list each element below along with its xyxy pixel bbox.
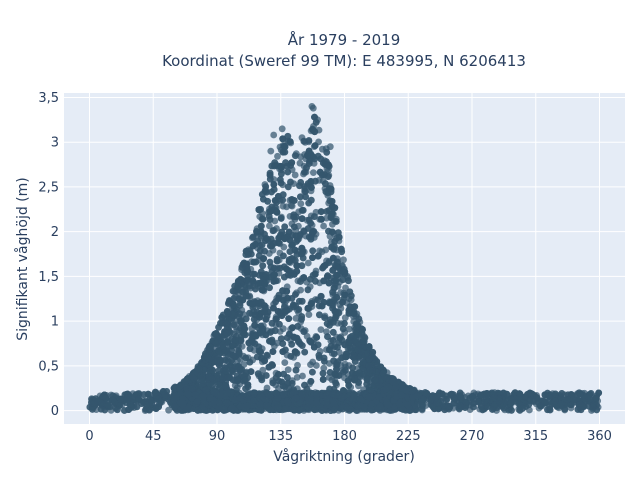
data-point	[310, 169, 317, 177]
data-point	[340, 256, 347, 264]
data-point	[292, 150, 300, 158]
data-point	[345, 277, 352, 285]
data-point	[345, 325, 353, 333]
data-point	[293, 374, 301, 381]
data-point	[165, 406, 173, 414]
data-point	[291, 171, 299, 179]
data-point	[294, 323, 301, 330]
data-points	[86, 103, 603, 414]
data-point	[230, 321, 238, 329]
data-point	[274, 339, 281, 347]
data-point	[332, 218, 340, 225]
data-point	[133, 403, 141, 411]
data-point	[266, 284, 273, 292]
data-point	[342, 284, 349, 292]
data-point	[311, 213, 318, 221]
data-point	[341, 360, 349, 368]
data-point	[305, 311, 313, 318]
data-point	[320, 222, 327, 230]
data-point	[274, 152, 281, 160]
data-point	[320, 364, 328, 372]
data-point	[309, 358, 317, 366]
data-point	[279, 202, 287, 210]
data-point	[297, 193, 304, 201]
data-point	[266, 222, 273, 230]
data-point	[304, 259, 312, 267]
data-point	[329, 337, 337, 344]
data-point	[309, 368, 316, 376]
data-point	[324, 333, 331, 340]
data-point	[276, 328, 284, 335]
data-point	[299, 372, 306, 380]
data-point	[287, 201, 295, 209]
data-point	[281, 359, 289, 366]
data-point	[312, 277, 319, 285]
data-point	[317, 326, 325, 333]
data-point	[341, 314, 349, 322]
data-point	[292, 315, 300, 322]
data-point	[443, 395, 451, 403]
data-point	[263, 351, 271, 359]
data-point	[259, 366, 267, 374]
data-point	[259, 262, 267, 270]
data-point	[264, 197, 271, 205]
data-point	[341, 320, 348, 327]
data-point	[284, 132, 292, 140]
data-point	[249, 233, 257, 241]
data-point	[301, 381, 308, 389]
data-point	[297, 200, 305, 208]
data-point	[276, 320, 283, 328]
data-point	[325, 374, 333, 381]
data-point	[284, 366, 292, 373]
data-point	[297, 286, 304, 294]
